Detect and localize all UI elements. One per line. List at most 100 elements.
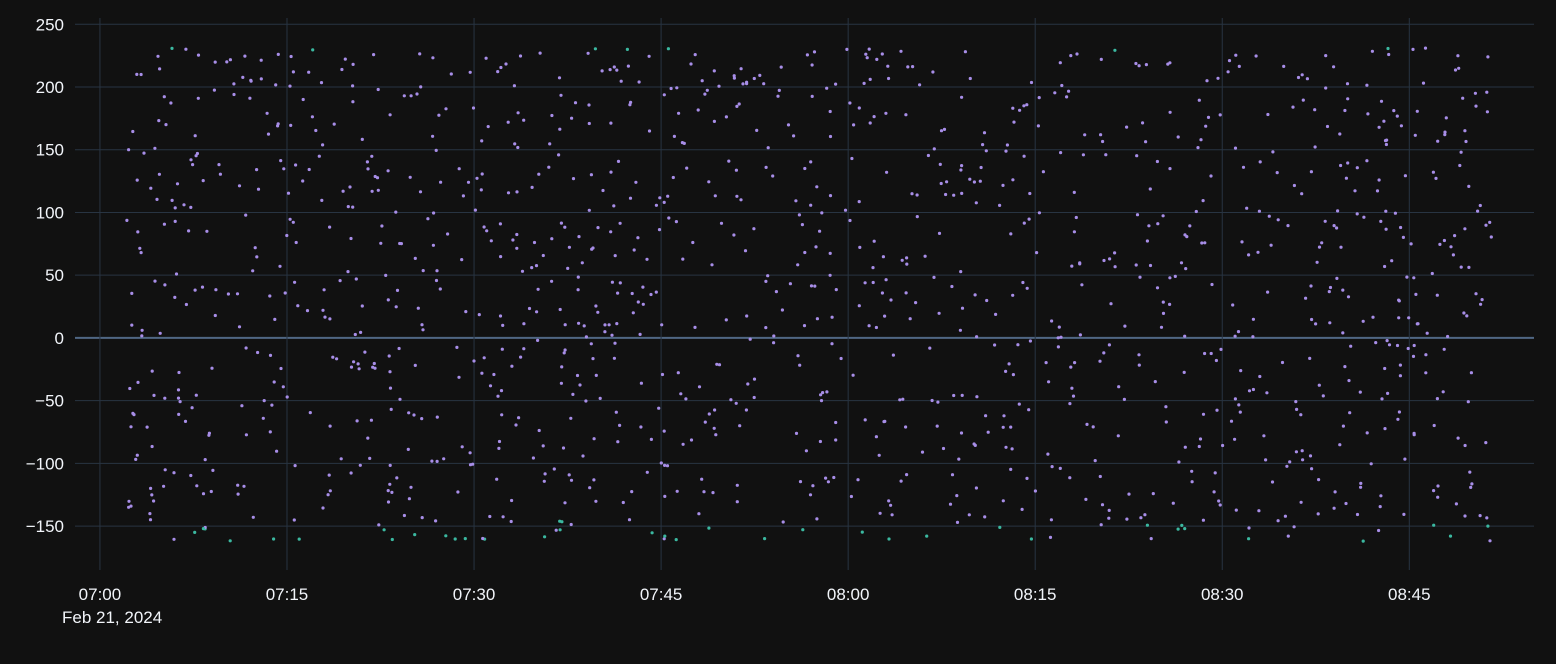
data-point [1245, 206, 1249, 210]
data-point [906, 65, 910, 69]
data-point [960, 306, 965, 310]
data-point [905, 262, 909, 266]
data-point [1313, 108, 1317, 112]
data-point [828, 273, 832, 277]
data-point [675, 86, 679, 90]
x-tick-label: 08:30 [1201, 585, 1244, 604]
data-point [1209, 351, 1213, 356]
data-point [1177, 460, 1181, 464]
data-point [1271, 150, 1275, 154]
data-point [530, 266, 534, 270]
data-point [439, 180, 443, 184]
data-point [1025, 103, 1029, 107]
data-point [983, 515, 987, 519]
data-point [150, 493, 154, 497]
data-point [140, 334, 144, 338]
data-point [674, 538, 678, 542]
data-point [1212, 490, 1216, 494]
data-point [862, 81, 866, 85]
data-point [1276, 218, 1280, 222]
data-point [1070, 264, 1074, 268]
data-point [1276, 519, 1280, 523]
data-point [935, 424, 939, 428]
data-point [1359, 485, 1363, 489]
data-point [1141, 121, 1145, 125]
data-point [1375, 189, 1380, 193]
data-point [276, 52, 280, 57]
data-point [577, 235, 581, 239]
data-point [752, 227, 756, 231]
data-point [918, 83, 922, 87]
data-point [975, 395, 979, 399]
data-point [394, 305, 398, 309]
data-point [293, 464, 297, 468]
data-point [857, 106, 861, 110]
data-point [1176, 135, 1180, 139]
data-point [776, 94, 780, 98]
data-point [201, 527, 205, 531]
data-point [328, 317, 332, 321]
data-point [310, 115, 314, 119]
data-point [266, 132, 271, 136]
data-point [1113, 265, 1117, 269]
data-point [1310, 317, 1314, 322]
data-point [148, 518, 153, 522]
data-point [638, 332, 642, 336]
data-point [510, 364, 514, 368]
data-point [320, 198, 324, 202]
data-point [514, 423, 518, 427]
data-point [1148, 187, 1152, 191]
data-point [1280, 360, 1285, 365]
data-point [348, 185, 352, 189]
data-point [610, 333, 614, 337]
data-point [1463, 443, 1467, 448]
data-point [669, 86, 673, 91]
data-point [1005, 143, 1010, 147]
data-point [772, 334, 776, 338]
data-point [717, 84, 721, 88]
data-point [387, 354, 391, 358]
data-point [1325, 124, 1330, 129]
data-point [431, 134, 435, 138]
data-point [1164, 405, 1168, 409]
data-point [323, 315, 327, 319]
data-point [275, 449, 279, 453]
data-point [1183, 527, 1187, 531]
data-point [1399, 225, 1403, 230]
data-point [569, 416, 573, 420]
data-point [796, 354, 800, 358]
data-point [1456, 436, 1460, 440]
data-point [1233, 146, 1238, 150]
data-point [1117, 385, 1121, 389]
data-point [1424, 371, 1428, 375]
data-point [830, 342, 834, 346]
data-point [453, 537, 457, 541]
data-point [561, 446, 566, 450]
data-point [1434, 176, 1438, 180]
data-point [660, 323, 664, 327]
data-point [449, 72, 453, 76]
data-point [513, 142, 517, 146]
data-point [1067, 89, 1071, 93]
data-point [351, 84, 355, 88]
data-point [236, 483, 240, 487]
data-point [1183, 334, 1187, 338]
data-point [1470, 482, 1474, 486]
data-point [1377, 178, 1381, 182]
data-point [128, 386, 132, 391]
data-point [945, 180, 949, 184]
data-point [1288, 460, 1292, 464]
data-point [1240, 240, 1244, 244]
data-point [1355, 166, 1359, 170]
data-point [1344, 176, 1348, 180]
data-point [1139, 516, 1143, 520]
data-point [615, 322, 619, 326]
data-point [1295, 407, 1299, 411]
data-point [1147, 224, 1151, 228]
data-point [1355, 512, 1360, 517]
data-point [1348, 411, 1352, 415]
data-point [994, 312, 998, 316]
data-point [872, 115, 876, 119]
data-point [1462, 311, 1466, 315]
data-point [630, 291, 634, 296]
